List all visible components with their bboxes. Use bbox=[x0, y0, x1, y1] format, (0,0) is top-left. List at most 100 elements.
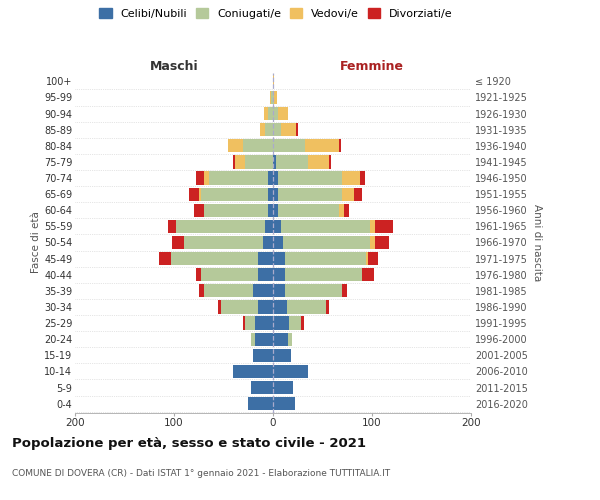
Bar bbox=[340, 139, 341, 152]
Bar bbox=[273, 284, 285, 298]
Bar bbox=[176, 220, 265, 233]
Bar bbox=[273, 397, 295, 410]
Bar bbox=[273, 348, 291, 362]
Bar bbox=[283, 236, 370, 249]
Bar bbox=[233, 365, 273, 378]
Bar bbox=[301, 316, 304, 330]
Bar bbox=[273, 220, 281, 233]
Bar bbox=[263, 236, 273, 249]
Bar bbox=[360, 172, 365, 184]
Bar bbox=[273, 91, 274, 104]
Bar bbox=[221, 300, 258, 314]
Bar bbox=[245, 316, 255, 330]
Bar bbox=[326, 300, 329, 314]
Bar bbox=[204, 284, 253, 298]
Bar bbox=[204, 172, 209, 184]
Bar bbox=[278, 107, 288, 120]
Text: Femmine: Femmine bbox=[340, 60, 404, 72]
Bar bbox=[248, 397, 273, 410]
Bar bbox=[184, 236, 263, 249]
Bar bbox=[342, 284, 347, 298]
Bar bbox=[285, 268, 362, 281]
Bar bbox=[340, 204, 344, 217]
Bar bbox=[258, 268, 273, 281]
Bar bbox=[342, 188, 354, 201]
Bar bbox=[273, 156, 276, 168]
Bar bbox=[209, 172, 268, 184]
Bar bbox=[273, 139, 305, 152]
Bar bbox=[375, 220, 393, 233]
Bar bbox=[268, 188, 273, 201]
Bar bbox=[273, 107, 278, 120]
Bar bbox=[273, 365, 308, 378]
Bar bbox=[278, 204, 340, 217]
Bar bbox=[233, 156, 235, 168]
Bar bbox=[342, 172, 360, 184]
Bar bbox=[344, 204, 349, 217]
Bar bbox=[171, 252, 258, 265]
Bar bbox=[287, 300, 326, 314]
Bar bbox=[218, 300, 221, 314]
Bar bbox=[253, 284, 273, 298]
Bar bbox=[235, 156, 245, 168]
Y-axis label: Fasce di età: Fasce di età bbox=[31, 212, 41, 274]
Bar bbox=[375, 236, 389, 249]
Bar bbox=[273, 236, 283, 249]
Bar bbox=[253, 348, 273, 362]
Bar bbox=[281, 123, 296, 136]
Bar bbox=[308, 156, 329, 168]
Bar bbox=[189, 188, 199, 201]
Bar bbox=[289, 316, 301, 330]
Bar bbox=[196, 172, 204, 184]
Bar bbox=[273, 188, 278, 201]
Bar bbox=[362, 268, 374, 281]
Bar bbox=[201, 188, 268, 201]
Bar bbox=[255, 332, 273, 346]
Bar bbox=[273, 316, 289, 330]
Bar bbox=[278, 188, 342, 201]
Bar bbox=[274, 91, 277, 104]
Bar bbox=[251, 381, 273, 394]
Bar bbox=[264, 107, 268, 120]
Bar bbox=[268, 107, 273, 120]
Bar bbox=[273, 252, 285, 265]
Bar bbox=[278, 172, 342, 184]
Text: Maschi: Maschi bbox=[149, 60, 199, 72]
Bar bbox=[273, 268, 285, 281]
Bar bbox=[370, 236, 375, 249]
Bar bbox=[273, 204, 278, 217]
Bar bbox=[258, 300, 273, 314]
Bar bbox=[229, 139, 244, 152]
Text: COMUNE DI DOVERA (CR) - Dati ISTAT 1° gennaio 2021 - Elaborazione TUTTITALIA.IT: COMUNE DI DOVERA (CR) - Dati ISTAT 1° ge… bbox=[12, 468, 390, 477]
Text: Popolazione per età, sesso e stato civile - 2021: Popolazione per età, sesso e stato civil… bbox=[12, 438, 366, 450]
Bar bbox=[199, 188, 201, 201]
Bar bbox=[260, 123, 265, 136]
Bar bbox=[273, 75, 274, 88]
Bar bbox=[285, 252, 366, 265]
Bar bbox=[354, 188, 362, 201]
Bar bbox=[305, 139, 340, 152]
Bar bbox=[251, 332, 255, 346]
Bar bbox=[285, 284, 342, 298]
Bar bbox=[273, 172, 278, 184]
Bar bbox=[196, 268, 201, 281]
Bar bbox=[270, 91, 271, 104]
Bar bbox=[273, 300, 287, 314]
Bar bbox=[329, 156, 331, 168]
Bar bbox=[281, 220, 370, 233]
Bar bbox=[255, 316, 273, 330]
Bar bbox=[276, 156, 308, 168]
Bar bbox=[370, 220, 375, 233]
Bar bbox=[368, 252, 378, 265]
Bar bbox=[245, 156, 273, 168]
Y-axis label: Anni di nascita: Anni di nascita bbox=[532, 204, 542, 281]
Bar bbox=[366, 252, 368, 265]
Bar bbox=[194, 204, 204, 217]
Bar bbox=[296, 123, 298, 136]
Bar bbox=[268, 204, 273, 217]
Bar bbox=[273, 381, 293, 394]
Bar bbox=[265, 123, 273, 136]
Bar bbox=[172, 236, 184, 249]
Bar bbox=[273, 123, 281, 136]
Bar bbox=[199, 284, 204, 298]
